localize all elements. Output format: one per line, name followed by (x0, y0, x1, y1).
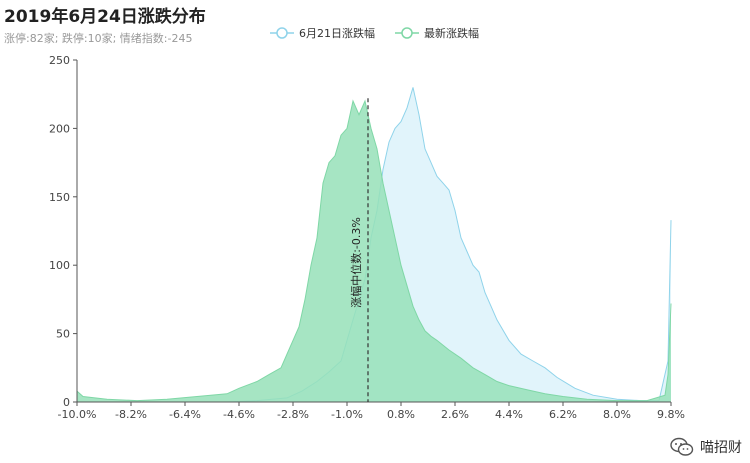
chart-subtitle: 涨停:82家; 跌停:10家; 情绪指数:-245 (4, 32, 193, 45)
x-tick-label: -6.4% (169, 408, 201, 421)
legend-item[interactable]: 最新涨跌幅 (395, 26, 479, 40)
y-tick-label: 100 (49, 259, 70, 272)
legend-label: 6月21日涨跌幅 (299, 26, 375, 40)
legend-circle-icon (401, 27, 413, 39)
x-tick-label: 9.8% (657, 408, 685, 421)
y-tick-label: 50 (56, 328, 70, 341)
x-tick-label: 0.8% (387, 408, 415, 421)
chart-title: 2019年6月24日涨跌分布 (4, 7, 206, 27)
y-tick-label: 0 (63, 396, 70, 409)
legend-circle-icon (276, 27, 288, 39)
y-tick-label: 150 (49, 191, 70, 204)
x-tick-label: -10.0% (58, 408, 97, 421)
x-tick-label: -1.0% (331, 408, 363, 421)
x-tick-label: -8.2% (115, 408, 147, 421)
series-new-line (76, 99, 672, 402)
median-label: 涨幅中位数:-0.3% (349, 217, 363, 308)
legend-label: 最新涨跌幅 (424, 26, 479, 40)
x-tick-label: -2.8% (277, 408, 309, 421)
x-tick-label: 4.4% (495, 408, 523, 421)
series-new-area (77, 101, 671, 402)
wechat-icon (670, 437, 694, 457)
watermark-text: 喵招财 (700, 440, 742, 456)
watermark: 喵招财 (670, 437, 742, 457)
y-tick-label: 250 (49, 54, 70, 67)
x-tick-label: -4.6% (223, 408, 255, 421)
legend-item[interactable]: 6月21日涨跌幅 (270, 26, 375, 40)
x-tick-label: 6.2% (549, 408, 577, 421)
x-tick-label: 8.0% (603, 408, 631, 421)
x-tick-label: 2.6% (441, 408, 469, 421)
y-tick-label: 200 (49, 122, 70, 135)
